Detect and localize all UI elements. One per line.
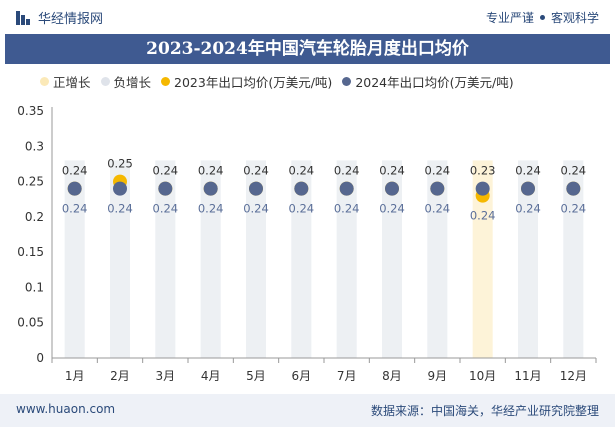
growth-bar-negative	[518, 160, 538, 358]
y-tick-label: 0.35	[17, 104, 44, 118]
point-2024	[67, 181, 82, 196]
footer-url: www.huaon.com	[16, 402, 116, 416]
data-label-2024: 0.24	[334, 202, 360, 216]
chart-plot: 0 0.05 0.1 0.15 0.2 0.25 0.3 0.35 1月 2月 3月 4月 5月 6月 7月…	[17, 104, 597, 383]
brand-name: 华经情报网	[38, 12, 104, 27]
x-tick-label: 7月	[337, 369, 357, 383]
y-tick-label: 0.25	[17, 175, 44, 189]
data-label-2023: 0.24	[334, 164, 360, 178]
data-label-2024: 0.24	[289, 202, 315, 216]
point-2024	[249, 181, 263, 196]
growth-bar-negative	[200, 160, 221, 358]
x-tick-label: 8月	[382, 369, 402, 383]
data-label-2024: 0.24	[470, 209, 496, 223]
brand: 华经情报网	[16, 8, 103, 27]
data-label-2023: 0.24	[198, 164, 224, 178]
x-tick-label: 12月	[560, 369, 587, 383]
footer: www.huaon.com 数据来源：中国海关，华经产业研究院整理	[0, 394, 615, 427]
legend-positive-swatch-icon	[40, 76, 49, 86]
data-label-2024: 0.24	[425, 202, 451, 216]
data-label-2023: 0.24	[561, 164, 587, 178]
growth-bar-negative	[246, 160, 266, 358]
point-2024	[294, 181, 309, 196]
growth-bar-negative	[291, 160, 312, 358]
x-tick-label: 2月	[110, 369, 130, 383]
data-label-2023: 0.24	[243, 164, 269, 178]
point-2024	[113, 181, 127, 196]
brand-logo-icon	[16, 10, 30, 25]
x-tick-label: 6月	[292, 369, 312, 383]
growth-bar-negative	[155, 160, 176, 358]
point-2024	[430, 181, 445, 196]
data-label-2024: 0.24	[379, 202, 405, 216]
y-tick-label: 0.05	[17, 316, 44, 330]
x-tick-label: 11月	[514, 369, 541, 383]
legend-item-positive: 正增长	[40, 72, 91, 91]
footer-source: 数据来源：中国海关，华经产业研究院整理	[370, 404, 599, 418]
data-label-2023: 0.24	[62, 164, 88, 178]
point-2024	[158, 181, 173, 196]
x-tick-label: 9月	[428, 369, 448, 383]
y-tick-label: 0.1	[25, 280, 44, 294]
tagline-right: 客观科学	[550, 11, 599, 25]
data-label-2023: 0.24	[289, 164, 315, 178]
tagline-left: 专业严谨	[485, 11, 534, 25]
data-label-2023: 0.23	[470, 164, 496, 178]
data-label-2023: 0.24	[425, 164, 451, 178]
legend-item-2023: 2023年出口均价(万美元/吨)	[161, 72, 332, 91]
point-2024	[203, 181, 218, 196]
legend-item-2024: 2024年出口均价(万美元/吨)	[342, 72, 514, 91]
legend-negative-label: 负增长	[113, 74, 152, 90]
tagline: 专业严谨 客观科学	[486, 9, 599, 26]
chart-legend: 正增长 负增长 2023年出口均价(万美元/吨) 2024年出口均价(万美元/吨…	[40, 70, 524, 92]
legend-2023-label: 2023年出口均价(万美元/吨)	[174, 74, 333, 90]
data-label-2024: 0.24	[561, 202, 587, 216]
growth-bar-negative	[382, 160, 402, 358]
legend-2023-swatch-icon	[161, 76, 171, 86]
x-tick-label: 5月	[246, 369, 266, 383]
data-label-2023: 0.25	[107, 157, 133, 171]
growth-bar-positive	[472, 160, 493, 358]
x-tick-label: 10月	[469, 369, 496, 383]
y-tick-label: 0.3	[25, 139, 44, 153]
legend-item-negative: 负增长	[100, 72, 152, 91]
legend-negative-swatch-icon	[100, 76, 110, 86]
data-label-2024: 0.24	[515, 202, 541, 216]
data-label-2023: 0.24	[153, 164, 179, 178]
legend-2024-label: 2024年出口均价(万美元/吨)	[355, 74, 514, 90]
y-tick-label: 0.2	[25, 210, 44, 224]
point-2024	[475, 181, 490, 196]
x-tick-label: 1月	[65, 369, 85, 383]
legend-positive-label: 正增长	[53, 74, 91, 90]
y-tick-label: 0	[36, 351, 44, 365]
point-2024	[339, 181, 354, 196]
growth-bar-negative	[64, 160, 85, 358]
data-label-2024: 0.24	[198, 202, 224, 216]
growth-bar-negative	[336, 160, 357, 358]
data-label-2023: 0.24	[515, 164, 541, 178]
data-label-2024: 0.24	[153, 202, 179, 216]
tagline-separator-dot-icon	[539, 15, 545, 20]
growth-bar-negative	[563, 160, 584, 358]
point-2024	[385, 181, 399, 196]
point-2024	[521, 181, 535, 196]
data-label-2024: 0.24	[62, 202, 88, 216]
top-header: 华经情报网 专业严谨 客观科学	[0, 0, 615, 34]
data-label-2023: 0.24	[379, 164, 405, 178]
x-tick-label: 4月	[201, 369, 221, 383]
legend-2024-swatch-icon	[342, 76, 352, 86]
data-label-2024: 0.24	[107, 202, 133, 216]
data-label-2024: 0.24	[243, 202, 269, 216]
point-2024	[566, 181, 581, 196]
y-tick-label: 0.15	[17, 245, 44, 259]
growth-bar-negative	[427, 160, 448, 358]
growth-bar-negative	[110, 160, 130, 358]
chart-title: 2023-2024年中国汽车轮胎月度出口均价	[5, 34, 610, 64]
x-tick-label: 3月	[156, 369, 176, 383]
